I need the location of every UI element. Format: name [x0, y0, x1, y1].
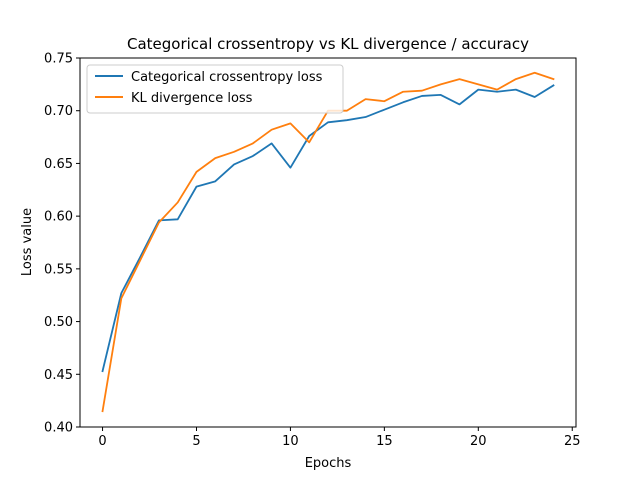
axes-frame — [79, 57, 577, 428]
y-tick-label: 0.55 — [44, 262, 73, 277]
legend: Categorical crossentropy loss KL diverge… — [86, 64, 344, 114]
legend-box — [86, 64, 344, 114]
x-tick-label: 15 — [376, 434, 393, 449]
x-axis-label: Epochs — [305, 456, 352, 471]
y-axis-label: Loss value — [20, 208, 35, 276]
y-tick-label: 0.40 — [44, 421, 73, 436]
y-tick-label: 0.65 — [44, 157, 73, 172]
y-tick-label: 0.45 — [44, 368, 73, 383]
y-tick-label: 0.60 — [44, 210, 73, 225]
y-axis-ticks: 0.40 0.45 0.50 0.55 0.60 0.65 0.70 0.75 — [44, 52, 80, 436]
x-tick-label: 25 — [564, 434, 581, 449]
x-tick-label: 0 — [98, 434, 106, 449]
y-tick-label: 0.75 — [44, 52, 73, 67]
categorical-crossentropy-line — [101, 84, 555, 373]
y-tick-label: 0.70 — [44, 104, 73, 119]
x-tick-label: 5 — [192, 434, 200, 449]
legend-label-categorical-crossentropy: Categorical crossentropy loss — [131, 70, 323, 85]
chart-title: Categorical crossentropy vs KL divergenc… — [127, 35, 529, 53]
legend-label-kl-divergence: KL divergence loss — [131, 91, 253, 106]
x-axis-ticks: 0 5 10 15 20 25 — [98, 427, 581, 449]
x-tick-label: 10 — [282, 434, 299, 449]
x-tick-label: 20 — [470, 434, 487, 449]
y-tick-label: 0.50 — [44, 315, 73, 330]
